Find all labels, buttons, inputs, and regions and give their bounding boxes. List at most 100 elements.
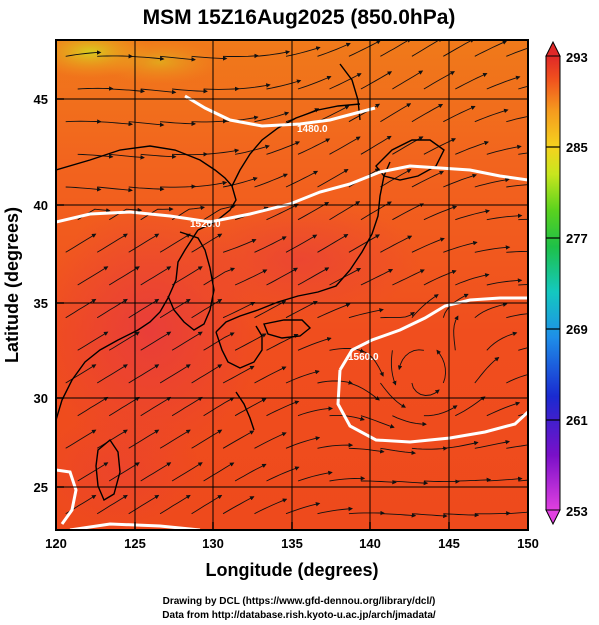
streamline bbox=[518, 85, 528, 90]
contour-1560-upper bbox=[338, 296, 528, 371]
colorbar-label: 285 bbox=[566, 140, 588, 155]
map-title: MSM 15Z16Aug2025 (850.0hPa) bbox=[143, 6, 456, 29]
x-tick-label: 130 bbox=[202, 536, 224, 551]
contour-1520 bbox=[56, 164, 528, 224]
coast-taiwan bbox=[95, 438, 121, 502]
colorbar-label: 269 bbox=[566, 322, 588, 337]
streamline bbox=[486, 278, 523, 286]
streamline bbox=[455, 396, 486, 417]
streamline bbox=[486, 144, 522, 155]
streamline bbox=[254, 366, 287, 384]
streamline bbox=[297, 406, 333, 417]
streamline bbox=[380, 40, 412, 57]
y-axis-title: Latitude (degrees) bbox=[2, 207, 22, 363]
streamline bbox=[140, 88, 177, 95]
streamline bbox=[160, 184, 196, 189]
streamline bbox=[96, 233, 128, 253]
streamline bbox=[160, 121, 196, 126]
streamline bbox=[397, 349, 424, 371]
streamline bbox=[411, 446, 448, 451]
streamline bbox=[223, 53, 259, 59]
streamline bbox=[329, 73, 362, 90]
streamline bbox=[443, 40, 475, 57]
streamline bbox=[191, 429, 223, 449]
streamline bbox=[203, 397, 235, 417]
streamline bbox=[518, 284, 528, 286]
streamline bbox=[392, 70, 424, 90]
x-tick-label: 145 bbox=[438, 536, 460, 551]
streamline bbox=[222, 238, 257, 253]
streamline bbox=[109, 88, 145, 94]
streamline bbox=[222, 496, 255, 515]
streamline bbox=[159, 429, 191, 449]
streamline bbox=[474, 245, 511, 253]
streamline bbox=[453, 315, 459, 351]
streamline bbox=[506, 184, 528, 188]
streamline bbox=[171, 331, 203, 351]
wind-streamlines bbox=[65, 40, 528, 519]
streamline bbox=[128, 186, 165, 192]
streamline bbox=[171, 396, 203, 417]
cool-region-north bbox=[100, 40, 220, 84]
streamline bbox=[360, 415, 395, 429]
streamline bbox=[423, 405, 458, 417]
streamline bbox=[518, 347, 528, 351]
streamline bbox=[360, 135, 392, 155]
streamline bbox=[65, 186, 102, 192]
streamline bbox=[317, 506, 353, 515]
streamline bbox=[506, 313, 528, 319]
streamline bbox=[390, 350, 397, 386]
streamline bbox=[140, 396, 172, 417]
coast-korea bbox=[167, 231, 215, 331]
streamline bbox=[392, 203, 425, 221]
streamline bbox=[254, 432, 287, 449]
streamline bbox=[96, 364, 128, 384]
streamline bbox=[474, 440, 510, 449]
coast-honshu bbox=[215, 161, 391, 333]
streamline bbox=[474, 302, 508, 319]
streamline bbox=[266, 466, 300, 482]
coast-china-north bbox=[56, 145, 237, 231]
streamline bbox=[254, 300, 287, 319]
streamline bbox=[140, 206, 174, 221]
streamline bbox=[172, 152, 208, 157]
streamline bbox=[380, 103, 412, 123]
contour-1560-lower bbox=[336, 369, 528, 444]
streamline bbox=[266, 203, 299, 221]
colorbar-min-arrow bbox=[545, 509, 561, 526]
y-tick-label: 45 bbox=[34, 92, 48, 107]
streamline bbox=[266, 79, 302, 90]
streamline bbox=[474, 108, 509, 123]
streamline bbox=[128, 429, 160, 449]
streamline bbox=[348, 40, 381, 57]
x-tick-label: 135 bbox=[281, 536, 303, 551]
streamline bbox=[191, 55, 228, 61]
streamline bbox=[486, 331, 518, 351]
streamline bbox=[77, 331, 109, 351]
streamline bbox=[159, 298, 191, 319]
streamline bbox=[392, 415, 427, 427]
streamline bbox=[108, 331, 140, 351]
streamline bbox=[203, 204, 237, 221]
streamline bbox=[223, 177, 258, 188]
streamline bbox=[254, 236, 287, 253]
streamline bbox=[65, 119, 102, 124]
streamline bbox=[285, 170, 319, 188]
streamline bbox=[108, 462, 140, 482]
streamline bbox=[222, 430, 255, 449]
streamline bbox=[329, 476, 366, 482]
streamline bbox=[411, 513, 448, 519]
streamline bbox=[222, 365, 255, 384]
streamline bbox=[128, 121, 165, 127]
streamline bbox=[380, 513, 417, 518]
streamline bbox=[96, 494, 128, 515]
streamline bbox=[411, 40, 443, 57]
streamline bbox=[77, 396, 109, 417]
streamline bbox=[297, 337, 332, 351]
streamline bbox=[317, 234, 349, 253]
contour-1480 bbox=[184, 94, 376, 128]
credit-drawing: Drawing by DCL (https://www.gfd-dennou.o… bbox=[163, 596, 436, 607]
streamline bbox=[159, 494, 191, 515]
streamline bbox=[203, 462, 235, 482]
streamline bbox=[486, 213, 523, 221]
